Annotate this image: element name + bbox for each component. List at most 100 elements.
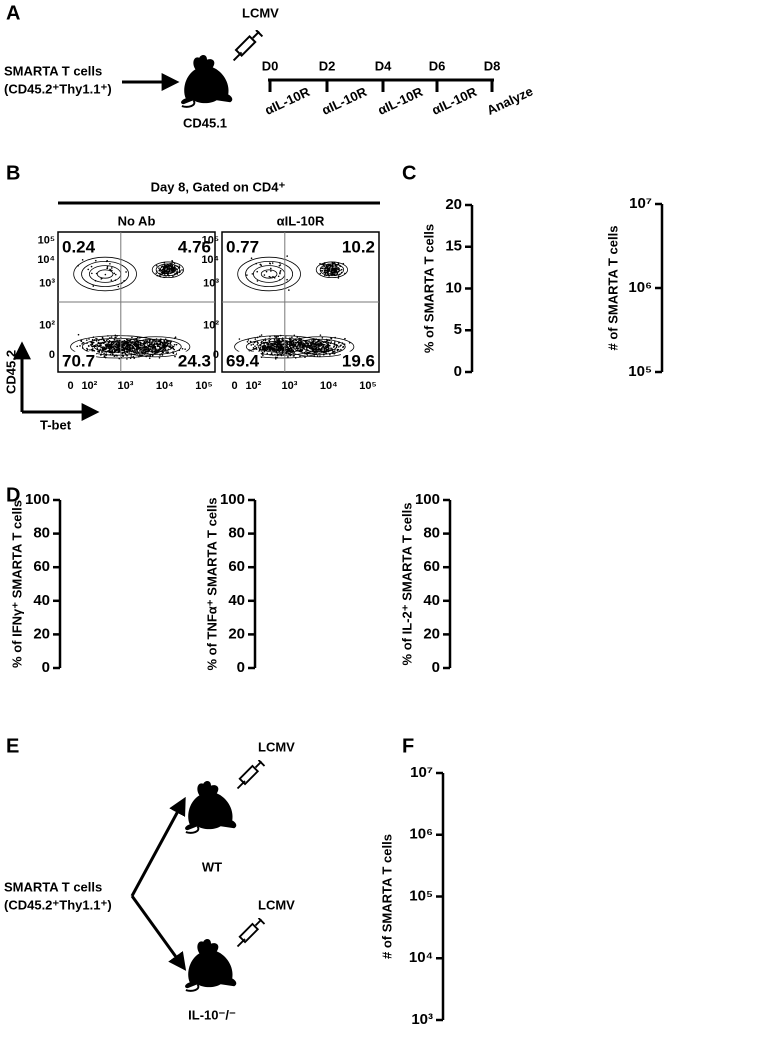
event-dot xyxy=(125,348,128,351)
event-dot xyxy=(326,343,329,345)
event-dot xyxy=(335,267,338,269)
contour xyxy=(245,260,294,287)
event-dot xyxy=(267,345,270,348)
event-dot xyxy=(169,345,172,347)
event-dot xyxy=(118,341,120,344)
event-dot xyxy=(342,345,345,348)
flow-plots: No Ab 0.24 4.76 70.7 24.3 10⁵ 10⁴ 10³ 10² 0 0 10² 10… xyxy=(37,213,380,392)
event-dot xyxy=(332,346,335,348)
event-dot xyxy=(279,271,281,273)
y-tick-label: 40 xyxy=(228,592,245,609)
panel-label: C xyxy=(402,162,416,184)
event-dot xyxy=(168,345,170,348)
event-dot xyxy=(171,264,174,267)
chart: 0 20 40 60 80 100% of TNFα⁺ SMARTA T cells xyxy=(204,491,257,676)
y-tick-label: 0 xyxy=(454,363,462,380)
event-dot xyxy=(158,339,161,342)
event-dot xyxy=(276,353,279,355)
event-dot xyxy=(270,270,272,272)
event-dot xyxy=(281,338,283,341)
event-dot xyxy=(113,338,116,341)
event-dot xyxy=(103,355,106,357)
event-dot xyxy=(161,342,164,345)
event-dot xyxy=(117,346,119,349)
event-dot xyxy=(336,349,339,352)
event-dot xyxy=(138,350,141,352)
quadrant-bg xyxy=(340,351,376,371)
event-dot xyxy=(130,355,133,357)
event-dot xyxy=(277,275,280,278)
event-dot xyxy=(115,346,118,349)
event-dot xyxy=(246,274,248,276)
flow-x-tick: 10³ xyxy=(282,380,298,392)
event-dot xyxy=(337,348,340,351)
event-dot xyxy=(278,264,281,267)
event-dot xyxy=(323,271,325,274)
chart: 10³ 10⁴ 10⁵ 10⁶ 10⁷ # of SMARTA T cells xyxy=(379,764,445,1028)
event-dot xyxy=(111,349,113,352)
event-dot xyxy=(87,345,90,347)
event-dot xyxy=(91,338,94,341)
event-dot xyxy=(277,349,280,352)
event-dot xyxy=(250,257,253,260)
host-label: WT xyxy=(202,859,222,874)
event-dot xyxy=(260,264,263,267)
y-axis-label: # of SMARTA T cells xyxy=(605,226,620,351)
event-dot xyxy=(94,259,97,262)
event-dot xyxy=(276,345,278,347)
event-dot xyxy=(252,343,255,346)
y-tick-label: 20 xyxy=(228,625,245,642)
event-dot xyxy=(86,348,89,351)
event-dot xyxy=(100,346,102,349)
event-dot xyxy=(160,269,163,272)
event-dot xyxy=(111,341,114,343)
event-dot xyxy=(317,345,320,348)
flow-x-label: T-bet xyxy=(40,417,72,432)
quadrant-value: 19.6 xyxy=(342,351,375,370)
event-dot xyxy=(173,348,176,351)
event-dot xyxy=(99,348,102,351)
event-dot xyxy=(110,279,113,281)
y-tick-label: 60 xyxy=(423,558,440,575)
event-dot xyxy=(278,339,281,341)
event-dot xyxy=(340,348,342,351)
y-axis-label: % of SMARTA T cells xyxy=(421,224,436,353)
event-dot xyxy=(170,346,173,349)
flow-x-tick: 10⁴ xyxy=(320,380,338,392)
event-dot xyxy=(333,273,336,276)
event-dot xyxy=(151,354,154,357)
event-dot xyxy=(184,348,186,350)
event-dot xyxy=(299,341,302,344)
event-dot xyxy=(176,270,178,273)
event-dot xyxy=(310,352,312,354)
event-dot xyxy=(141,347,143,349)
chart: 0 20 40 60 80 100% of IL-2⁺ SMARTA T cells xyxy=(399,491,452,676)
event-dot xyxy=(266,347,268,350)
virus-label: LCMV xyxy=(242,5,279,20)
quadrant-value: 0.24 xyxy=(62,237,96,256)
contour xyxy=(234,335,330,359)
event-dot xyxy=(296,336,299,338)
event-dot xyxy=(255,346,258,349)
event-dot xyxy=(133,344,136,347)
event-dot xyxy=(165,269,167,271)
day-label: D0 xyxy=(262,58,279,73)
event-dot xyxy=(262,345,265,348)
event-dot xyxy=(135,348,137,350)
event-dot xyxy=(163,343,165,346)
event-dot xyxy=(264,346,266,348)
event-dot xyxy=(279,342,281,344)
event-dot xyxy=(168,269,171,271)
y-tick-label: 100 xyxy=(415,491,440,508)
event-dot xyxy=(111,346,114,349)
event-dot xyxy=(163,340,166,342)
event-dot xyxy=(116,345,118,347)
event-dot xyxy=(165,342,167,345)
day-label: D4 xyxy=(375,58,392,73)
event-dot xyxy=(268,275,271,278)
event-dot xyxy=(139,346,141,349)
event-dot xyxy=(249,340,252,343)
quadrant-bg xyxy=(61,351,97,371)
event-dot xyxy=(321,270,324,272)
event-dot xyxy=(254,345,256,348)
